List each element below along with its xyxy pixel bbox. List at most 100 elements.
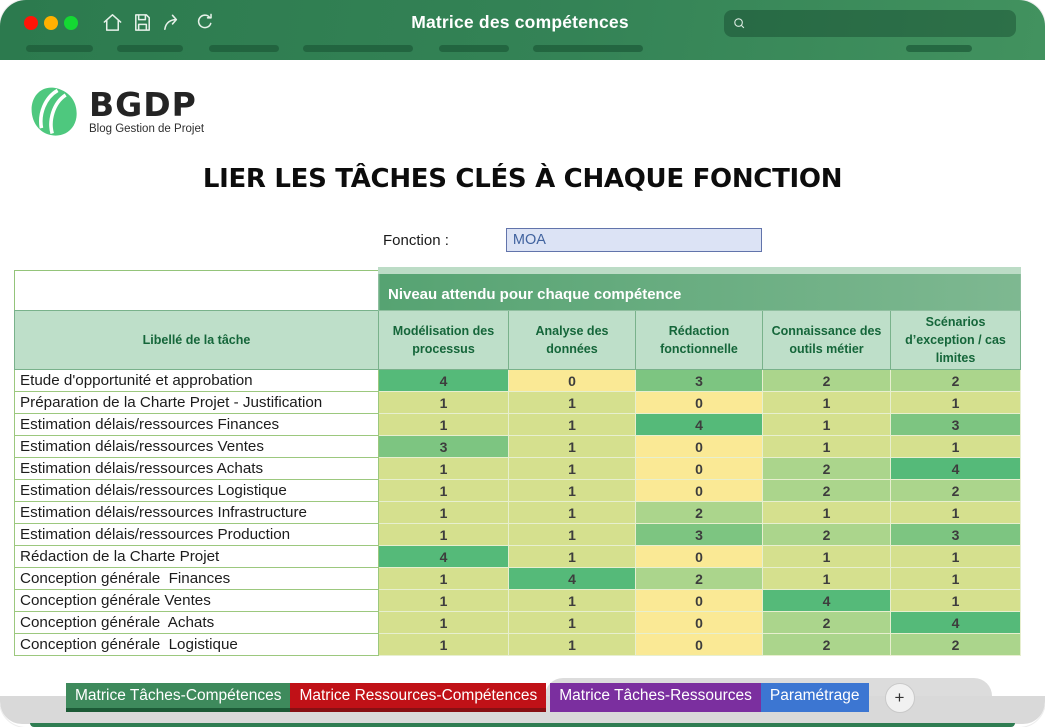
- level-cell[interactable]: 0: [635, 479, 763, 503]
- level-cell[interactable]: 1: [378, 391, 509, 415]
- level-cell[interactable]: 1: [889, 545, 1022, 569]
- level-cell[interactable]: 1: [762, 567, 891, 591]
- level-cell[interactable]: 2: [635, 567, 763, 591]
- level-cell[interactable]: 4: [508, 567, 636, 591]
- column-header-row: Libellé de la tâche Modélisation des pro…: [14, 309, 1022, 371]
- level-cell[interactable]: 2: [889, 633, 1022, 657]
- banner-spacer: [14, 270, 379, 311]
- level-cell[interactable]: 2: [762, 611, 891, 635]
- level-cell[interactable]: 0: [635, 457, 763, 481]
- level-cell[interactable]: 4: [635, 413, 763, 437]
- level-cell[interactable]: 3: [889, 413, 1022, 437]
- table-row: Estimation délais/ressources Finances 1 1 4…: [14, 413, 1022, 437]
- level-cell[interactable]: 3: [635, 369, 763, 393]
- level-cell[interactable]: 0: [635, 391, 763, 415]
- sheet-tabs: Matrice Tâches-Compétences Matrice Ressou…: [66, 683, 915, 713]
- function-label: Fonction :: [383, 231, 449, 249]
- level-cell[interactable]: 1: [508, 523, 636, 547]
- level-cell[interactable]: 2: [762, 523, 891, 547]
- level-cell[interactable]: 1: [889, 391, 1022, 415]
- table-row: Conception générale Ventes 1 1 0 4 1: [14, 589, 1022, 613]
- level-cell[interactable]: 0: [635, 589, 763, 613]
- level-cell[interactable]: 4: [889, 457, 1022, 481]
- share-icon[interactable]: [161, 11, 184, 34]
- close-window-button[interactable]: [24, 16, 38, 30]
- level-cell[interactable]: 2: [889, 479, 1022, 503]
- level-cell[interactable]: 1: [508, 391, 636, 415]
- save-icon[interactable]: [131, 11, 154, 34]
- level-cell[interactable]: 3: [635, 523, 763, 547]
- level-cell[interactable]: 1: [508, 435, 636, 459]
- table-row: Rédaction de la Charte Projet 4 1 0 1 1: [14, 545, 1022, 569]
- table-row: Etude d'opportunité et approbation 4 0 3 2 2: [14, 369, 1022, 393]
- level-cell[interactable]: 1: [889, 589, 1022, 613]
- level-cell[interactable]: 1: [508, 545, 636, 569]
- level-cell[interactable]: 1: [508, 611, 636, 635]
- level-cell[interactable]: 1: [378, 501, 509, 525]
- level-cell[interactable]: 4: [762, 589, 891, 613]
- sheet-tab-matrice-taches-ressources[interactable]: Matrice Tâches-Ressources: [550, 683, 761, 712]
- level-cell[interactable]: 4: [378, 545, 509, 569]
- level-cell[interactable]: 1: [762, 391, 891, 415]
- level-cell[interactable]: 1: [508, 457, 636, 481]
- level-cell[interactable]: 1: [378, 457, 509, 481]
- level-cell[interactable]: 1: [762, 435, 891, 459]
- level-cell[interactable]: 0: [635, 633, 763, 657]
- level-cell[interactable]: 1: [508, 413, 636, 437]
- logo-subtitle: Blog Gestion de Projet: [89, 122, 205, 135]
- table-row: Estimation délais/ressources Achats 1 1 0 2 4: [14, 457, 1022, 481]
- row-header: Libellé de la tâche: [14, 309, 379, 371]
- level-cell[interactable]: 1: [508, 479, 636, 503]
- level-cell[interactable]: 1: [378, 589, 509, 613]
- level-cell[interactable]: 2: [762, 479, 891, 503]
- task-label: Estimation délais/ressources Production: [14, 523, 379, 547]
- level-cell[interactable]: 1: [889, 501, 1022, 525]
- home-icon[interactable]: [101, 11, 124, 34]
- level-cell[interactable]: 1: [762, 413, 891, 437]
- menu-placeholder-bar: [533, 45, 643, 52]
- level-cell[interactable]: 2: [762, 369, 891, 393]
- table-row: Estimation délais/ressources Ventes 3 1 0 1 1: [14, 435, 1022, 459]
- level-cell[interactable]: 1: [762, 501, 891, 525]
- level-cell[interactable]: 1: [378, 611, 509, 635]
- level-cell[interactable]: 2: [762, 457, 891, 481]
- level-cell[interactable]: 0: [635, 611, 763, 635]
- maximize-window-button[interactable]: [64, 16, 78, 30]
- logo-name: BGDP: [89, 85, 197, 125]
- search-input[interactable]: [753, 16, 1003, 31]
- level-cell[interactable]: 4: [378, 369, 509, 393]
- level-cell[interactable]: 1: [378, 523, 509, 547]
- level-cell[interactable]: 3: [378, 435, 509, 459]
- level-cell[interactable]: 2: [762, 633, 891, 657]
- refresh-icon[interactable]: [193, 11, 216, 34]
- sheet-tab-parametrage[interactable]: Paramétrage: [760, 683, 869, 712]
- level-cell[interactable]: 1: [378, 633, 509, 657]
- function-input[interactable]: [505, 228, 762, 252]
- menu-placeholder-bar: [303, 45, 413, 52]
- table-row: Estimation délais/ressources Infrastruct…: [14, 501, 1022, 525]
- level-cell[interactable]: 0: [635, 435, 763, 459]
- level-cell[interactable]: 0: [635, 545, 763, 569]
- level-cell[interactable]: 1: [889, 567, 1022, 591]
- level-cell[interactable]: 2: [635, 501, 763, 525]
- level-cell[interactable]: 0: [508, 369, 636, 393]
- level-cell[interactable]: 1: [378, 567, 509, 591]
- sheet-tab-matrice-ressources-competences[interactable]: Matrice Ressources-Compétences: [290, 683, 547, 712]
- task-label: Conception générale Ventes: [14, 589, 379, 613]
- level-cell[interactable]: 4: [889, 611, 1022, 635]
- menu-placeholder-bar: [209, 45, 279, 52]
- level-cell[interactable]: 1: [378, 413, 509, 437]
- level-cell[interactable]: 2: [889, 369, 1022, 393]
- level-cell[interactable]: 1: [508, 501, 636, 525]
- level-cell[interactable]: 1: [889, 435, 1022, 459]
- minimize-window-button[interactable]: [44, 16, 58, 30]
- level-cell[interactable]: 1: [378, 479, 509, 503]
- add-sheet-button[interactable]: +: [884, 683, 915, 713]
- level-cell[interactable]: 1: [508, 633, 636, 657]
- level-cell[interactable]: 1: [762, 545, 891, 569]
- window-bottom-edge: [30, 723, 1015, 727]
- level-cell[interactable]: 1: [508, 589, 636, 613]
- sheet-tab-matrice-taches-competences[interactable]: Matrice Tâches-Compétences: [66, 683, 291, 712]
- level-cell[interactable]: 3: [889, 523, 1022, 547]
- search-box[interactable]: [724, 10, 1016, 37]
